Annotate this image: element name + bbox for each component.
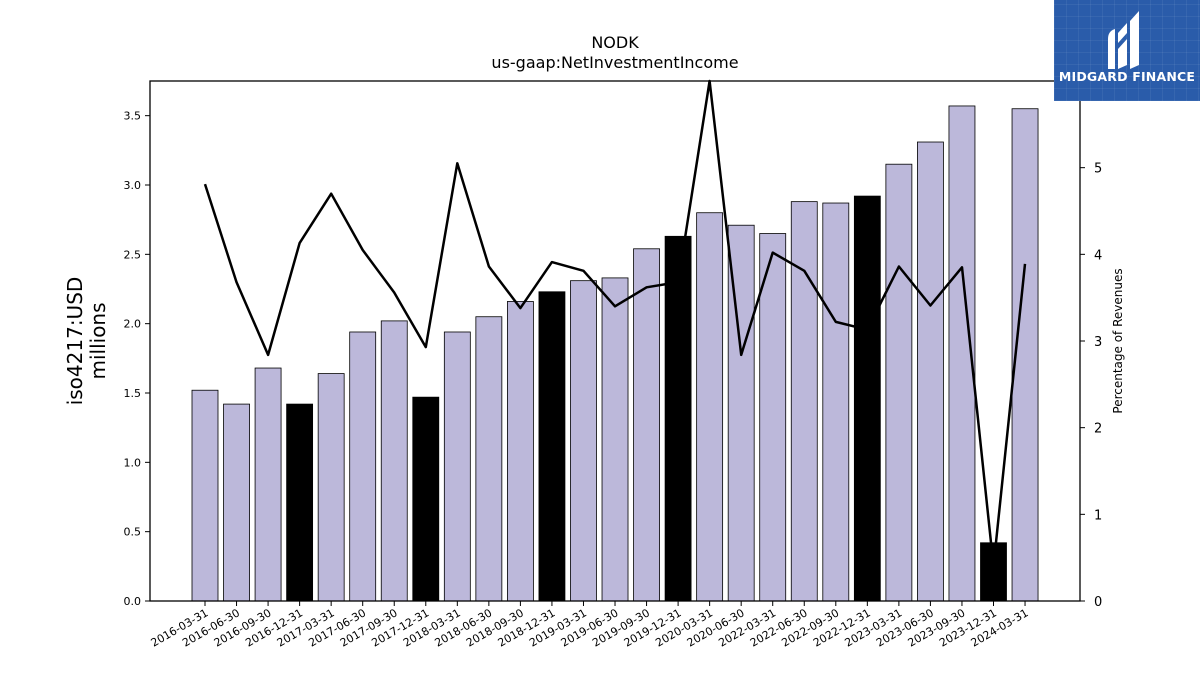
bar-2022-12-31 xyxy=(853,195,881,602)
bar-2019-03-31 xyxy=(570,280,597,602)
y-tick-label-left: 3.5 xyxy=(124,110,142,123)
bar-2018-06-30 xyxy=(475,316,503,602)
bar-2023-03-31 xyxy=(885,163,913,602)
bar-2023-12-31 xyxy=(980,542,1007,602)
y-axis-label-right: Percentage of Revenues xyxy=(1111,268,1125,413)
y-tick-label-right: 2 xyxy=(1094,422,1102,437)
x-axis: 2016-03-312016-06-302016-09-302016-12-31… xyxy=(149,601,1031,650)
y-tick-label-left: 3.0 xyxy=(124,179,142,192)
y-axis-label-line: millions xyxy=(86,302,110,379)
bar-series xyxy=(191,105,1039,602)
bar-2018-03-31 xyxy=(443,331,471,602)
y-axis-label-left: iso4217:USDmillions xyxy=(63,277,110,406)
y-tick-label-left: 2.0 xyxy=(124,318,142,331)
bar-2023-06-30 xyxy=(917,141,944,602)
midgard-m-logo-icon xyxy=(1108,11,1139,69)
bar-2018-09-30 xyxy=(506,301,534,602)
bar-2018-12-31 xyxy=(538,291,566,602)
bar-2016-09-30 xyxy=(254,367,282,602)
chart-title: NODK xyxy=(591,33,639,52)
y-axis-label-line: iso4217:USD xyxy=(63,277,87,406)
y-tick-label-right: 3 xyxy=(1094,335,1102,350)
midgard-finance-logo: MIDGARD FINANCE xyxy=(1054,0,1200,101)
y-tick-label-left: 0.5 xyxy=(124,526,142,539)
bar-2017-09-30 xyxy=(380,320,408,602)
y-tick-label-right: 5 xyxy=(1094,162,1102,177)
bar-2016-03-31 xyxy=(191,389,219,602)
bar-2017-03-31 xyxy=(317,373,345,602)
y-tick-label-left: 0.0 xyxy=(124,595,142,608)
y-axis-right: 0 1 2 3 4 5 xyxy=(1080,162,1102,610)
bar-2022-06-30 xyxy=(790,201,818,602)
y-tick-label-left: 1.5 xyxy=(124,387,142,400)
bar-2019-12-31 xyxy=(664,235,692,602)
bar-2017-12-31 xyxy=(412,396,440,602)
bar-2020-03-31 xyxy=(696,212,724,602)
percentage-line xyxy=(203,79,1027,568)
bar-2022-03-31 xyxy=(759,233,787,602)
y-tick-label-right: 4 xyxy=(1094,248,1102,263)
bar-2022-09-30 xyxy=(822,202,850,602)
bar-2016-12-31 xyxy=(286,403,314,602)
bar-2019-09-30 xyxy=(633,248,660,602)
y-tick-label-right: 0 xyxy=(1094,595,1102,610)
bar-2019-06-30 xyxy=(601,277,629,602)
chart-subtitle: us-gaap:NetInvestmentIncome xyxy=(491,53,738,72)
bar-2016-06-30 xyxy=(223,403,250,602)
brand-name: MIDGARD FINANCE xyxy=(1058,69,1196,84)
y-axis-left: 0.0 0.5 1.0 1.5 2.0 2.5 3.0 3.5 xyxy=(124,110,150,608)
y-tick-label-left: 2.5 xyxy=(124,248,142,261)
bar-2017-06-30 xyxy=(349,331,377,602)
y-tick-label-left: 1.0 xyxy=(124,456,142,469)
y-tick-label-right: 1 xyxy=(1094,508,1102,523)
